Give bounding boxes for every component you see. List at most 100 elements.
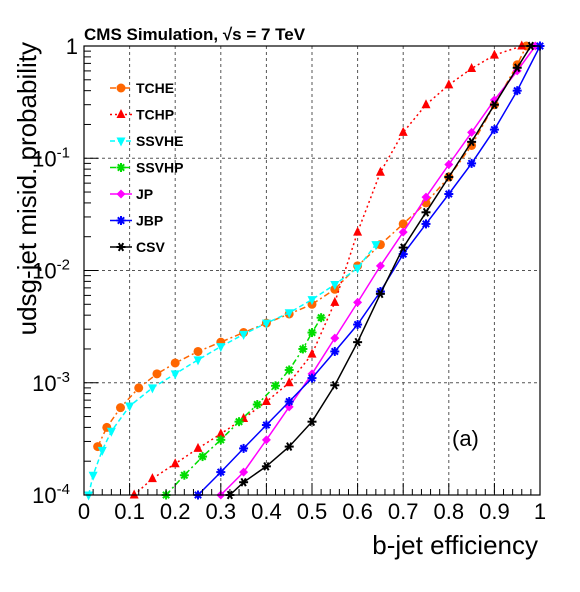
data-point-tche: [134, 383, 144, 393]
data-point-tche: [193, 346, 203, 356]
data-point-tchp: [398, 126, 408, 136]
data-point-ssvhe: [106, 427, 116, 437]
y-tick-label: 10-2: [32, 257, 70, 284]
data-point-jp: [375, 261, 385, 271]
data-point-csv: [261, 461, 271, 471]
data-point-csv: [444, 172, 454, 182]
data-point-ssvhp: [307, 328, 317, 338]
data-point-tchp: [129, 489, 139, 499]
series-line-ssvhe: [87, 244, 377, 496]
series-line-tchp: [133, 45, 523, 496]
data-point-tchp: [330, 296, 340, 306]
legend-marker-ssvhe: [116, 137, 126, 147]
data-point-ssvhe: [84, 491, 94, 501]
x-tick-label: 0.9: [479, 499, 510, 524]
data-point-jp: [467, 127, 477, 137]
data-point-ssvhp: [179, 470, 189, 480]
legend: TCHE TCHP SSVHE SSVHP JP JBP CSV: [110, 80, 183, 255]
data-point-ssvhe: [97, 446, 107, 456]
legend-label-tche: TCHE: [136, 80, 174, 96]
legend-marker-tche: [116, 83, 126, 93]
data-point-jbp: [307, 373, 317, 383]
x-tick-label: 0.4: [251, 499, 282, 524]
data-point-ssvhe: [371, 241, 381, 251]
legend-label-tchp: TCHP: [136, 107, 174, 123]
x-axis-title: b-jet efficiency: [372, 530, 538, 560]
data-point-jbp: [330, 346, 340, 356]
series-line-tche: [97, 45, 527, 447]
data-point-jbp: [421, 219, 431, 229]
data-point-tche: [467, 140, 477, 150]
data-point-tchp: [261, 396, 271, 406]
data-point-ssvhe: [170, 370, 180, 380]
data-point-ssvhe: [125, 402, 135, 412]
legend-label-ssvhp: SSVHP: [136, 160, 183, 176]
header-label: CMS Simulation, √s = 7 TeV: [84, 25, 306, 44]
series-tchp: [129, 40, 527, 499]
data-point-jp: [353, 297, 363, 307]
legend-marker-csv: [116, 242, 126, 252]
data-point-jp: [444, 159, 454, 169]
data-point-ssvhp: [216, 435, 226, 445]
legend-marker-jbp: [116, 216, 126, 225]
data-point-ssvhp: [234, 417, 244, 427]
data-point-jp: [398, 227, 408, 237]
data-point-ssvhe: [88, 471, 98, 481]
series-line-jbp: [197, 45, 541, 496]
data-point-tchp: [489, 49, 499, 59]
data-point-jbp: [239, 443, 249, 453]
data-point-ssvhe: [239, 330, 249, 340]
data-point-tchp: [216, 428, 226, 438]
data-point-ssvhe: [147, 384, 157, 394]
data-point-jp: [239, 467, 249, 477]
data-point-ssvhe: [307, 296, 317, 306]
legend-label-jbp: JBP: [136, 213, 163, 229]
data-point-ssvhe: [261, 319, 271, 329]
series-ssvhe: [84, 241, 381, 501]
x-tick-label: 0.8: [434, 499, 465, 524]
data-point-ssvhe: [216, 343, 226, 353]
series-jbp: [193, 41, 545, 500]
data-point-csv: [489, 100, 499, 110]
x-tick-label: 1: [534, 499, 546, 524]
data-point-ssvhe: [193, 356, 203, 366]
data-point-tchp: [467, 63, 477, 73]
legend-entry-jp: JP: [110, 186, 153, 202]
data-point-tchp: [353, 226, 363, 236]
y-tick-label: 10-3: [32, 369, 70, 396]
legend-label-ssvhe: SSVHE: [136, 133, 183, 149]
data-point-jp: [261, 435, 271, 445]
data-point-jp: [330, 333, 340, 343]
data-point-tche: [115, 403, 125, 413]
data-point-csv: [307, 417, 317, 427]
data-point-jp: [421, 192, 431, 202]
legend-entry-csv: CSV: [110, 239, 165, 255]
y-axis-title: udsg-jet misid. probability: [12, 42, 42, 335]
data-point-ssvhp: [284, 365, 294, 375]
data-point-tchp: [193, 442, 203, 452]
data-point-ssvhp: [252, 400, 262, 410]
data-point-tchp: [147, 473, 157, 483]
legend-label-csv: CSV: [136, 239, 165, 255]
data-point-tchp: [170, 458, 180, 468]
data-point-csv: [375, 289, 385, 299]
series-layer: [84, 40, 545, 501]
data-point-ssvhp: [298, 344, 308, 354]
data-point-tche: [170, 358, 180, 368]
legend-entry-ssvhe: SSVHE: [110, 133, 183, 149]
legend-marker-ssvhp: [116, 163, 126, 172]
x-tick-label: 0.1: [114, 499, 145, 524]
data-point-tchp: [517, 40, 527, 50]
x-tick-label: 0.6: [342, 499, 373, 524]
data-point-tchp: [421, 99, 431, 109]
data-point-jbp: [284, 397, 294, 407]
data-point-csv: [421, 207, 431, 217]
data-point-jbp: [353, 320, 363, 330]
data-point-ssvhp: [198, 452, 208, 462]
x-tick-labels: 0 0.1 0.2 0.3 0.4 0.5 0.6 0.7 0.8 0.9 1: [78, 499, 546, 524]
y-tick-labels: 10-410-310-210-11: [32, 34, 78, 508]
legend-entry-jbp: JBP: [110, 213, 163, 229]
data-point-ssvhp: [271, 381, 281, 391]
legend-entry-ssvhp: SSVHP: [110, 160, 183, 176]
